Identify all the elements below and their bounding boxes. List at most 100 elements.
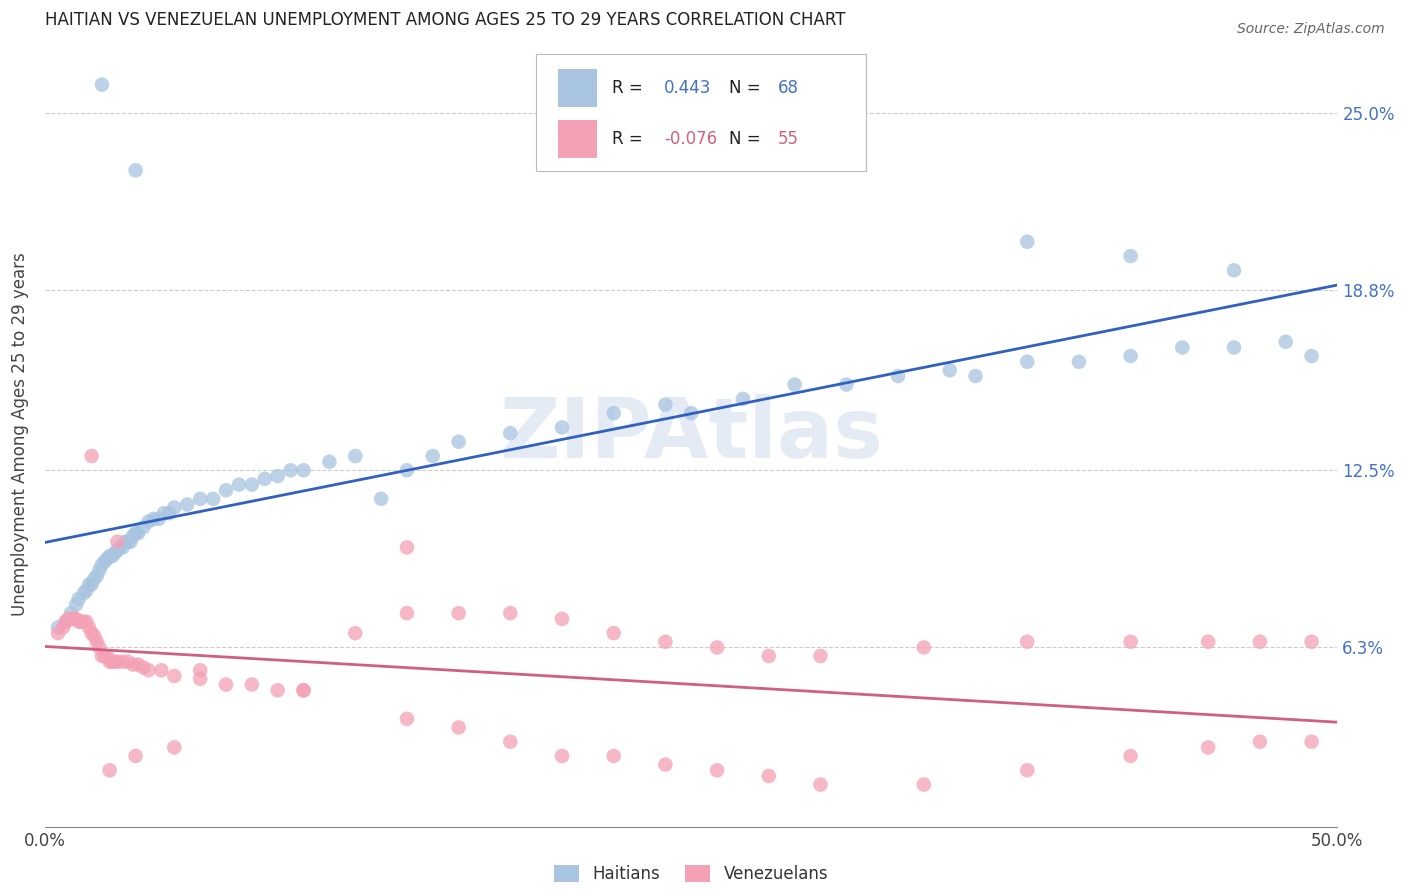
Text: N =: N = bbox=[728, 130, 766, 148]
Point bbox=[551, 420, 574, 434]
Point bbox=[59, 612, 82, 626]
Point bbox=[163, 740, 186, 755]
Point bbox=[188, 491, 211, 506]
Point bbox=[80, 626, 103, 640]
Point bbox=[70, 615, 93, 629]
Point bbox=[55, 615, 77, 629]
Point bbox=[551, 612, 574, 626]
Point bbox=[132, 660, 155, 674]
Point bbox=[80, 449, 103, 463]
Point bbox=[835, 377, 858, 392]
Point bbox=[395, 712, 418, 726]
Point bbox=[602, 626, 624, 640]
Point bbox=[499, 735, 522, 749]
Point bbox=[395, 463, 418, 477]
Point bbox=[86, 634, 108, 648]
Point bbox=[1301, 349, 1323, 363]
Point bbox=[292, 683, 315, 698]
Point bbox=[292, 463, 315, 477]
Point bbox=[124, 163, 146, 178]
Point bbox=[344, 626, 367, 640]
Text: 0.443: 0.443 bbox=[664, 79, 711, 97]
Point bbox=[77, 577, 100, 591]
Point bbox=[215, 483, 238, 498]
Point bbox=[132, 520, 155, 534]
Point bbox=[395, 606, 418, 620]
Point bbox=[98, 764, 121, 778]
Point bbox=[93, 648, 115, 663]
Point bbox=[706, 640, 728, 655]
Point bbox=[142, 512, 165, 526]
Point bbox=[706, 764, 728, 778]
Point bbox=[602, 749, 624, 764]
Point bbox=[395, 541, 418, 555]
Point bbox=[150, 663, 173, 677]
Point bbox=[422, 449, 444, 463]
Point bbox=[96, 648, 118, 663]
Point bbox=[46, 620, 69, 634]
Point bbox=[1171, 341, 1194, 355]
Point bbox=[654, 398, 676, 412]
Point bbox=[58, 612, 80, 626]
Point bbox=[280, 463, 302, 477]
Point bbox=[67, 615, 90, 629]
Point bbox=[83, 629, 105, 643]
Point bbox=[370, 491, 392, 506]
Point bbox=[965, 369, 987, 384]
Point bbox=[1301, 634, 1323, 648]
Point bbox=[101, 655, 124, 669]
Point bbox=[202, 491, 225, 506]
Point bbox=[253, 472, 276, 486]
Point bbox=[107, 534, 129, 549]
Bar bbox=[558, 120, 598, 158]
Point bbox=[59, 606, 82, 620]
Point bbox=[292, 683, 315, 698]
Point bbox=[240, 477, 263, 491]
Point bbox=[89, 563, 111, 577]
Text: HAITIAN VS VENEZUELAN UNEMPLOYMENT AMONG AGES 25 TO 29 YEARS CORRELATION CHART: HAITIAN VS VENEZUELAN UNEMPLOYMENT AMONG… bbox=[45, 11, 845, 29]
Point bbox=[86, 569, 108, 583]
Bar bbox=[558, 70, 598, 107]
Point bbox=[104, 546, 127, 560]
Point bbox=[1119, 749, 1142, 764]
Point bbox=[111, 541, 134, 555]
Point bbox=[83, 572, 105, 586]
Text: R =: R = bbox=[613, 130, 648, 148]
Point bbox=[96, 552, 118, 566]
Point bbox=[731, 392, 754, 406]
Point bbox=[344, 449, 367, 463]
Point bbox=[887, 369, 910, 384]
Point bbox=[1119, 349, 1142, 363]
Point bbox=[551, 749, 574, 764]
Point bbox=[93, 555, 115, 569]
Point bbox=[938, 363, 960, 377]
Point bbox=[98, 549, 121, 563]
Point bbox=[912, 640, 935, 655]
Point bbox=[117, 534, 139, 549]
Point bbox=[46, 626, 69, 640]
Point bbox=[654, 634, 676, 648]
Point bbox=[65, 598, 87, 612]
Point bbox=[1249, 634, 1271, 648]
Point bbox=[1017, 355, 1039, 369]
Point bbox=[107, 655, 129, 669]
Point bbox=[124, 749, 146, 764]
Point bbox=[91, 648, 114, 663]
Point bbox=[98, 655, 121, 669]
Point bbox=[1017, 764, 1039, 778]
Point bbox=[127, 526, 149, 541]
Point bbox=[267, 469, 290, 483]
Text: 55: 55 bbox=[778, 130, 799, 148]
Point bbox=[499, 426, 522, 441]
Point bbox=[117, 655, 139, 669]
Point bbox=[215, 677, 238, 691]
Point bbox=[148, 512, 170, 526]
Point bbox=[188, 663, 211, 677]
Text: -0.076: -0.076 bbox=[664, 130, 717, 148]
Y-axis label: Unemployment Among Ages 25 to 29 years: Unemployment Among Ages 25 to 29 years bbox=[11, 252, 30, 616]
Point bbox=[138, 515, 160, 529]
Point bbox=[654, 757, 676, 772]
Point bbox=[447, 606, 470, 620]
Point bbox=[62, 612, 84, 626]
Point bbox=[912, 778, 935, 792]
